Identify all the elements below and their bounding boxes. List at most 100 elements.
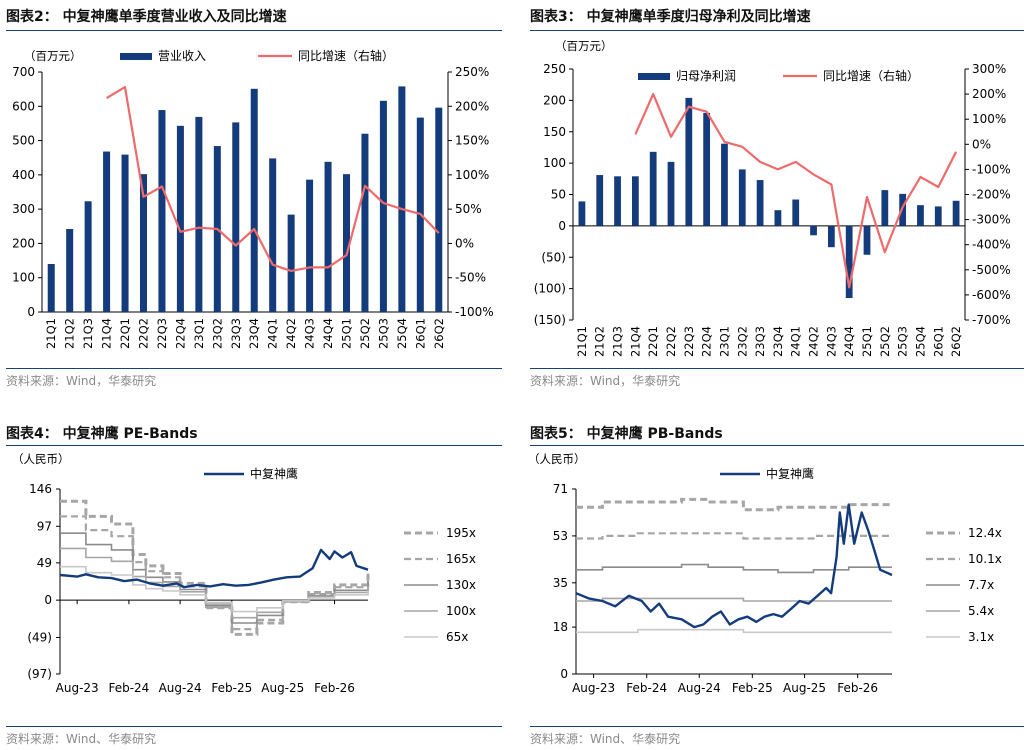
bar (631, 176, 639, 226)
legend-label: 10.1x (968, 552, 1002, 566)
bar (84, 201, 92, 312)
chart-title: 图表2： 中复神鹰单季度营业收入及同比增速 (6, 9, 287, 25)
legend-label: 归母净利润 (676, 69, 736, 83)
x-tick-label: Feb-26 (837, 681, 878, 695)
y2-tick-label: -300% (972, 213, 1011, 227)
bar (287, 214, 295, 312)
unit-label: （百万元） (555, 39, 613, 53)
x-tick-label: Aug-23 (56, 681, 99, 695)
x-tick-label: 23Q2 (735, 326, 749, 357)
bar (158, 110, 166, 312)
bar (596, 175, 604, 226)
source-rule (6, 368, 502, 369)
y-tick-label: 700 (12, 65, 35, 79)
x-tick-label: 22Q4 (700, 326, 714, 357)
bar (881, 190, 889, 226)
band-line (60, 565, 369, 613)
chart-title: 图表4： 中复神鹰 PE-Bands (6, 426, 198, 442)
x-tick-label: 24Q2 (807, 326, 821, 357)
bar (578, 201, 586, 226)
unit-label: （百万元） (24, 49, 82, 63)
x-tick-label: 25Q3 (376, 318, 390, 349)
x-tick-label: 22Q2 (137, 318, 151, 349)
y-tick-label: 53 (553, 529, 568, 543)
title-rule (530, 30, 1024, 31)
x-tick-label: 23Q1 (192, 318, 206, 349)
legend-label: 12.4x (968, 526, 1002, 540)
bar (703, 112, 711, 226)
y2-tick-label: -700% (972, 313, 1011, 327)
unit-label: （人民币） (12, 452, 70, 466)
band-line (576, 628, 892, 634)
y2-tick-label: 200% (972, 87, 1006, 101)
bar (845, 225, 853, 299)
y2-tick-label: -50% (455, 271, 486, 285)
legend-label: 195x (446, 526, 476, 540)
x-tick-label: 21Q1 (44, 318, 58, 349)
x-tick-label: 24Q3 (824, 326, 838, 357)
bar (721, 143, 728, 226)
growth-line (634, 93, 958, 289)
x-tick-label: 22Q4 (173, 318, 187, 349)
bar (379, 100, 387, 312)
bar (361, 133, 369, 312)
x-tick-label: 21Q2 (593, 326, 607, 357)
y-tick-label: 97 (37, 519, 52, 533)
x-tick-label: 26Q2 (949, 326, 963, 357)
bar (47, 264, 55, 312)
source-note: 资料来源：Wind、华泰研究 (530, 732, 681, 746)
x-tick-label: Aug-25 (783, 681, 826, 695)
y-tick-label: 600 (12, 99, 35, 113)
x-tick-label: 25Q1 (340, 318, 354, 349)
x-tick-label: 26Q2 (432, 318, 446, 349)
price-line (575, 503, 893, 629)
y2-tick-label: 300% (972, 62, 1006, 76)
x-tick-label: 23Q3 (753, 326, 767, 357)
chart-revenue: 0 100 200 300 400 500 600 700 -100% -50% 0% 50% 100%… (12, 48, 494, 349)
band-line (576, 563, 892, 574)
bar (398, 86, 406, 313)
y2-tick-label: 250% (455, 65, 489, 79)
bar (827, 225, 835, 248)
y-tick-label: (100) (534, 282, 566, 296)
x-tick-label: 25Q4 (395, 318, 409, 349)
bar (435, 107, 443, 313)
source-note: 资料来源：Wind，华泰研究 (6, 374, 157, 388)
x-tick-label: 24Q2 (284, 318, 298, 349)
bar (342, 174, 351, 312)
x-tick-label: 25Q3 (896, 326, 910, 357)
y-tick-label: 100 (12, 271, 35, 285)
x-tick-label: 21Q3 (611, 326, 625, 357)
x-tick-label: Feb-25 (211, 681, 252, 695)
title-rule (6, 445, 502, 446)
y2-tick-label: 0% (972, 137, 991, 151)
legend-label: 同比增速（右轴） (823, 68, 919, 83)
y-tick-label: (49) (27, 630, 52, 644)
price-line (59, 548, 369, 589)
x-tick-label: Aug-23 (572, 681, 615, 695)
legend-label: 5.4x (968, 604, 994, 618)
x-tick-label: 21Q2 (63, 318, 77, 349)
bar (756, 180, 764, 226)
x-tick-label: 25Q1 (860, 326, 874, 357)
x-tick-label: 23Q4 (771, 326, 785, 357)
bar (232, 122, 240, 313)
source-note: 资料来源：Wind、华泰研究 (6, 732, 157, 746)
x-tick-label: Aug-24 (678, 681, 721, 695)
x-tick-label: 22Q1 (646, 326, 660, 357)
y-tick-label: 0 (560, 667, 568, 681)
band-line (576, 597, 892, 602)
bar (195, 116, 203, 313)
bar (614, 176, 621, 226)
source-rule (530, 726, 1024, 727)
x-tick-label: 22Q1 (118, 318, 132, 349)
bar (269, 158, 277, 312)
title-rule (6, 30, 502, 31)
x-tick-label: 21Q4 (628, 326, 642, 357)
x-tick-label: 22Q3 (155, 318, 169, 349)
source-rule (530, 368, 1024, 369)
y-tick-label: 400 (12, 168, 35, 182)
y-tick-label: 146 (29, 482, 52, 496)
bar (121, 154, 129, 312)
y-tick-label: 100 (543, 156, 566, 170)
